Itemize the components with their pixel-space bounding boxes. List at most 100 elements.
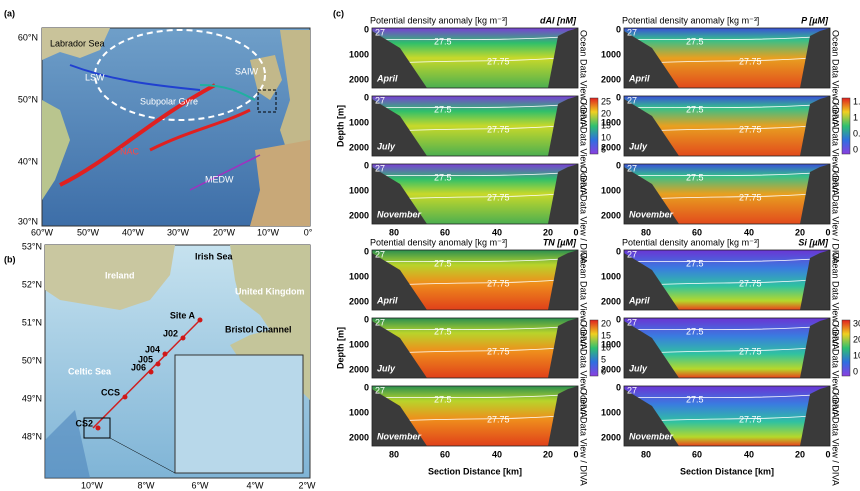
depth-tick: 2000	[601, 74, 621, 84]
credit: Ocean Data View / DIVA	[831, 166, 841, 264]
lat-tick: 53°N	[22, 241, 42, 251]
contour-label: 27.75	[739, 192, 762, 202]
month-label: November	[377, 209, 422, 219]
contour-label: 27.75	[739, 414, 762, 424]
lat-tick: 50°N	[22, 355, 42, 365]
contour-label: 27	[375, 385, 385, 395]
lon-tick: 6°W	[191, 480, 209, 490]
distance-tick: 80	[389, 449, 399, 459]
depth-tick: 0	[616, 246, 621, 256]
lat-tick: 51°N	[22, 317, 42, 327]
distance-tick: 20	[795, 449, 805, 459]
contour-label: 27	[375, 27, 385, 37]
distance-tick: 60	[692, 227, 702, 237]
contour-label: 27.5	[686, 258, 704, 268]
map-label: LSW	[85, 72, 105, 82]
lon-tick: 0°	[304, 227, 313, 237]
variable-title: dAl [nM]	[540, 15, 577, 25]
inset-map	[175, 355, 303, 473]
density-label: Potential density anomaly [kg m⁻³]	[370, 15, 507, 25]
x-axis-title: Section Distance [km]	[680, 466, 774, 476]
panel-label: (a)	[4, 8, 15, 18]
panel-label: (c)	[333, 8, 344, 18]
station	[96, 426, 101, 431]
month-label: April	[628, 73, 650, 83]
depth-tick: 0	[364, 314, 369, 324]
distance-tick: 40	[744, 449, 754, 459]
contour-label: 27.75	[487, 414, 510, 424]
station	[181, 336, 186, 341]
month-label: April	[376, 73, 398, 83]
distance-tick: 60	[440, 227, 450, 237]
colorbar	[590, 98, 598, 154]
station-label: CS2	[75, 418, 93, 428]
contour-label: 27.5	[434, 394, 452, 404]
distance-tick: 0	[825, 227, 830, 237]
credit: Ocean Data View / DIVA	[831, 388, 841, 486]
depth-tick: 0	[364, 160, 369, 170]
contour-label: 27	[375, 163, 385, 173]
colorbar-tick: 20	[853, 334, 860, 344]
depth-tick: 0	[616, 92, 621, 102]
contour-label: 27	[627, 317, 637, 327]
panel-label: (b)	[4, 254, 16, 264]
depth-tick: 0	[616, 24, 621, 34]
contour-label: 27.75	[487, 56, 510, 66]
map-label: NAC	[120, 146, 140, 156]
lat-tick: 60°N	[18, 32, 38, 42]
contour-label: 27	[627, 385, 637, 395]
month-label: November	[629, 209, 674, 219]
depth-tick: 1000	[349, 49, 369, 59]
depth-tick: 1000	[349, 117, 369, 127]
distance-tick: 20	[543, 449, 553, 459]
contour-label: 27	[375, 249, 385, 259]
map-label: Labrador Sea	[50, 38, 105, 48]
lon-tick: 50°W	[77, 227, 100, 237]
colorbar-tick: 10	[853, 350, 860, 360]
depth-axis-title: Depth [m]	[335, 105, 345, 147]
contour-label: 27.75	[739, 346, 762, 356]
colorbar	[842, 98, 850, 154]
month-label: November	[629, 431, 674, 441]
lon-tick: 40°W	[122, 227, 145, 237]
depth-tick: 1000	[601, 407, 621, 417]
place-label: Ireland	[105, 270, 135, 280]
lon-tick: 60°W	[31, 227, 54, 237]
contour-label: 27.75	[487, 346, 510, 356]
distance-tick: 80	[389, 227, 399, 237]
depth-tick: 1000	[349, 185, 369, 195]
lat-tick: 30°N	[18, 216, 38, 226]
credit: Ocean Data View / DIVA	[579, 166, 589, 264]
month-label: April	[376, 295, 398, 305]
distance-tick: 80	[641, 449, 651, 459]
x-axis-title: Section Distance [km]	[428, 466, 522, 476]
contour-label: 27.5	[686, 36, 704, 46]
month-label: July	[377, 363, 396, 373]
depth-tick: 1000	[601, 339, 621, 349]
depth-tick: 2000	[601, 364, 621, 374]
place-label: Bristol Channel	[225, 324, 292, 334]
station	[198, 318, 203, 323]
place-label: Irish Sea	[195, 251, 234, 261]
distance-tick: 20	[795, 227, 805, 237]
colorbar	[590, 320, 598, 376]
month-label: November	[377, 431, 422, 441]
colorbar-tick: 10	[601, 132, 611, 142]
station	[156, 362, 161, 367]
contour-label: 27	[627, 27, 637, 37]
place-label: United Kingdom	[235, 286, 305, 296]
variable-title: P [µM]	[801, 15, 829, 25]
lon-tick: 10°W	[257, 227, 280, 237]
depth-tick: 0	[616, 314, 621, 324]
month-label: July	[377, 141, 396, 151]
density-label: Potential density anomaly [kg m⁻³]	[622, 237, 759, 247]
colorbar-tick: 0.5	[853, 128, 860, 138]
contour-label: 27.75	[487, 124, 510, 134]
depth-tick: 2000	[349, 296, 369, 306]
lon-tick: 10°W	[81, 480, 104, 490]
variable-title: TN [µM]	[543, 237, 577, 247]
contour-label: 27.5	[434, 36, 452, 46]
distance-tick: 80	[641, 227, 651, 237]
lat-tick: 49°N	[22, 393, 42, 403]
contour-label: 27.75	[739, 278, 762, 288]
